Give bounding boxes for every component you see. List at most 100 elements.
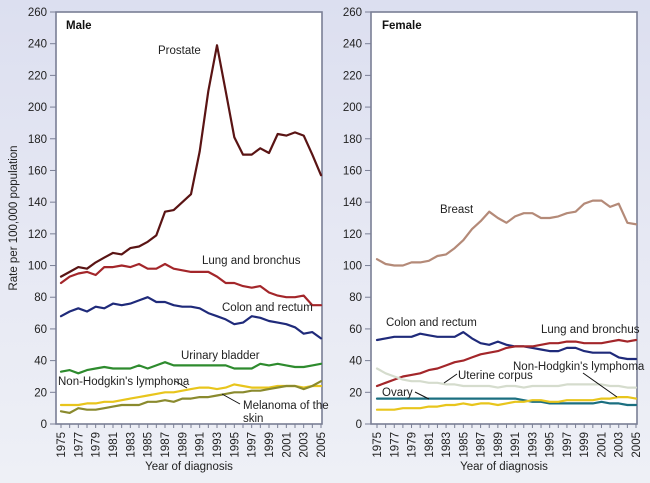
label-nhl-male: Non-Hodgkin's lymphoma	[58, 376, 190, 388]
label-ovary: Ovary	[382, 387, 413, 399]
male-x-axis-title: Year of diagnosis	[145, 461, 233, 473]
y-axis-title: Rate per 100,000 population	[8, 145, 20, 290]
label-colon-rectum-female: Colon and rectum	[386, 317, 477, 329]
female-series-non-hodgkin-s-lymphoma	[375, 396, 638, 411]
male-panel-title: Male	[66, 20, 92, 32]
y-tick-label-260: 260	[343, 7, 362, 19]
x-tick-label-1993: 1993	[527, 432, 539, 458]
female-series-colon-and-rectum	[375, 331, 638, 361]
y-tick-label-20: 20	[349, 387, 362, 399]
y-tick-label-200: 200	[28, 102, 47, 114]
leader-uterine-corpus	[443, 373, 458, 384]
male-x-axis: 1975 1977 1979 1981 1983 1985 1987 1989 1991 1993…	[56, 424, 328, 458]
male-series-colon-and-rectum	[59, 296, 323, 340]
x-tick-label-1983: 1983	[441, 432, 453, 458]
label-lung-bronchus-female: Lung and bronchus	[541, 324, 640, 336]
y-tick-label-20: 20	[34, 387, 47, 399]
x-tick-label-1985: 1985	[143, 432, 155, 458]
x-tick-label-1995: 1995	[229, 432, 241, 458]
x-tick-label-1993: 1993	[212, 432, 224, 458]
female-series-lines	[375, 199, 638, 411]
female-series-lung-and-bronchus	[375, 338, 638, 388]
x-tick-label-1977: 1977	[73, 432, 85, 458]
male-plot-area	[55, 11, 323, 425]
x-tick-label-1991: 1991	[195, 432, 207, 458]
y-tick-label-80: 80	[349, 292, 362, 304]
x-tick-label-1975: 1975	[56, 432, 68, 458]
x-tick-label-1999: 1999	[579, 432, 591, 458]
y-tick-label-260: 260	[28, 7, 47, 19]
y-tick-label-40: 40	[34, 356, 47, 368]
x-tick-label-1999: 1999	[264, 432, 276, 458]
label-breast: Breast	[440, 204, 474, 216]
y-tick-label-180: 180	[343, 134, 362, 146]
female-plot-area	[370, 11, 638, 425]
y-tick-label-60: 60	[349, 324, 362, 336]
x-tick-label-1979: 1979	[91, 432, 103, 458]
y-tick-label-220: 220	[343, 70, 362, 82]
y-tick-label-160: 160	[28, 165, 47, 177]
female-x-axis: 1975 1977 1979 1981 1983 1985 1987 1989 1991 1993…	[372, 424, 643, 458]
y-tick-label-140: 140	[28, 197, 47, 209]
leader-melanoma	[221, 393, 241, 405]
label-urinary-bladder: Urinary bladder	[181, 350, 260, 362]
x-tick-label-2001: 2001	[281, 432, 293, 458]
female-series-ovary	[375, 397, 638, 407]
y-tick-label-200: 200	[343, 102, 362, 114]
label-melanoma-line2: skin	[243, 413, 263, 425]
x-tick-label-2003: 2003	[299, 432, 311, 458]
x-tick-label-2005: 2005	[631, 432, 643, 458]
y-tick-label-0: 0	[356, 419, 362, 431]
x-tick-label-1995: 1995	[545, 432, 557, 458]
label-prostate: Prostate	[158, 45, 201, 57]
y-tick-label-80: 80	[34, 292, 47, 304]
x-tick-label-1987: 1987	[476, 432, 488, 458]
male-series-prostate	[59, 44, 323, 278]
label-uterine-corpus: Uterine corpus	[458, 370, 533, 382]
female-y-axis: 0 20 40 60 80 100 120 140 160 180 200 220 240 260	[343, 7, 371, 431]
x-tick-label-2001: 2001	[596, 432, 608, 458]
x-tick-label-1989: 1989	[177, 432, 189, 458]
male-series-non-hodgkin-s-lymphoma	[59, 383, 323, 407]
label-nhl-female: Non-Hodgkin's lymphoma	[513, 361, 645, 373]
x-tick-label-2005: 2005	[316, 432, 328, 458]
x-tick-label-1979: 1979	[407, 432, 419, 458]
x-tick-label-1981: 1981	[424, 432, 436, 458]
x-tick-label-2003: 2003	[614, 432, 626, 458]
y-tick-label-140: 140	[343, 197, 362, 209]
x-tick-label-1985: 1985	[458, 432, 470, 458]
y-tick-label-240: 240	[28, 39, 47, 51]
y-tick-label-100: 100	[343, 261, 362, 273]
y-tick-label-220: 220	[28, 70, 47, 82]
x-tick-label-1997: 1997	[247, 432, 259, 458]
female-panel: 0 20 40 60 80 100 120 140 160 180 200 220 240 260 197…	[343, 7, 645, 473]
y-tick-label-60: 60	[34, 324, 47, 336]
male-y-axis: 0 20 40 60 80 100 120 140 160 180 200 220 240 260	[28, 7, 56, 431]
x-tick-label-1981: 1981	[108, 432, 120, 458]
x-tick-label-1983: 1983	[125, 432, 137, 458]
female-series-breast	[375, 199, 638, 267]
y-tick-label-100: 100	[28, 261, 47, 273]
male-series-melanoma-of-the-skin	[59, 380, 323, 414]
y-tick-label-180: 180	[28, 134, 47, 146]
label-melanoma-line1: Melanoma of the	[243, 400, 329, 412]
y-tick-label-240: 240	[343, 39, 362, 51]
x-tick-label-1975: 1975	[372, 432, 384, 458]
x-tick-label-1997: 1997	[562, 432, 574, 458]
x-tick-label-1977: 1977	[389, 432, 401, 458]
x-tick-label-1987: 1987	[160, 432, 172, 458]
female-panel-title: Female	[382, 20, 422, 32]
y-tick-label-160: 160	[343, 165, 362, 177]
label-lung-bronchus-male: Lung and bronchus	[202, 255, 301, 267]
female-x-axis-title: Year of diagnosis	[460, 461, 548, 473]
y-tick-label-120: 120	[28, 229, 47, 241]
male-series-lines	[59, 44, 323, 414]
y-tick-label-120: 120	[343, 229, 362, 241]
leader-ovary	[414, 391, 430, 400]
male-panel: 0 20 40 60 80 100 120 140 160 180 200 220 240 260 197…	[8, 7, 329, 473]
leader-nhl-female	[582, 372, 618, 398]
male-series-urinary-bladder	[59, 361, 323, 375]
female-series-uterine-corpus	[375, 367, 638, 389]
y-tick-label-0: 0	[41, 419, 47, 431]
